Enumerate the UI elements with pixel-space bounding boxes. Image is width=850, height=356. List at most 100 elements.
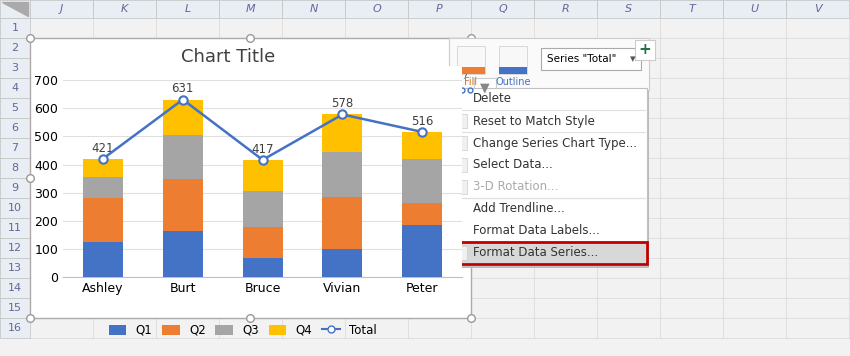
Bar — [453, 136, 467, 150]
Polygon shape — [2, 2, 28, 16]
Text: Series "Total": Series "Total" — [547, 54, 616, 64]
Bar — [0, 38, 30, 58]
Bar — [408, 0, 471, 18]
Bar — [457, 67, 485, 74]
Bar — [499, 46, 527, 74]
Bar — [83, 242, 123, 277]
Bar — [0, 78, 30, 98]
Text: ▼: ▼ — [480, 82, 490, 94]
Bar — [0, 218, 30, 238]
Text: 578: 578 — [332, 97, 354, 110]
Bar — [541, 48, 641, 70]
Bar — [83, 159, 123, 177]
Text: Format Data Series...: Format Data Series... — [473, 246, 598, 260]
Bar — [242, 192, 282, 227]
Bar — [635, 40, 655, 60]
Text: 2: 2 — [11, 43, 19, 53]
Bar — [723, 0, 786, 18]
Text: Add Trendline...: Add Trendline... — [473, 203, 564, 215]
Text: +: + — [638, 42, 651, 58]
Text: P: P — [436, 4, 443, 14]
Text: 3-D Rotation...: 3-D Rotation... — [473, 180, 558, 194]
Bar — [449, 242, 647, 264]
Bar — [322, 197, 362, 249]
Bar — [534, 0, 597, 18]
Text: T: T — [688, 4, 694, 14]
Bar — [156, 0, 219, 18]
Text: 14: 14 — [8, 283, 22, 293]
Text: Format Data Labels...: Format Data Labels... — [473, 225, 600, 237]
Bar — [0, 118, 30, 138]
Bar — [83, 177, 123, 199]
Bar — [242, 258, 282, 277]
Text: 421: 421 — [92, 141, 114, 155]
Bar — [322, 152, 362, 197]
Bar — [402, 203, 442, 225]
Bar — [30, 38, 471, 318]
Bar — [163, 100, 203, 135]
Text: 9: 9 — [11, 183, 19, 193]
Bar — [0, 318, 30, 338]
Bar — [322, 249, 362, 277]
Bar — [30, 0, 93, 18]
Bar — [0, 0, 30, 18]
Text: 8: 8 — [11, 163, 19, 173]
Text: Fill: Fill — [464, 77, 478, 87]
Bar — [0, 298, 30, 318]
Bar — [660, 0, 723, 18]
Bar — [474, 78, 496, 98]
Bar — [449, 88, 647, 266]
Text: L: L — [184, 4, 190, 14]
Text: J: J — [60, 4, 63, 14]
Bar — [597, 0, 660, 18]
Bar — [219, 0, 282, 18]
Text: 6: 6 — [12, 123, 19, 133]
Bar — [453, 158, 467, 172]
Text: 631: 631 — [172, 82, 194, 95]
Bar — [242, 160, 282, 192]
Bar — [282, 0, 345, 18]
Bar — [449, 38, 649, 90]
Text: Chart Title: Chart Title — [181, 48, 275, 66]
Text: 16: 16 — [8, 323, 22, 333]
Bar — [0, 278, 30, 298]
Bar — [471, 0, 534, 18]
Bar — [0, 258, 30, 278]
Legend: Q1, Q2, Q3, Q4, Total: Q1, Q2, Q3, Q4, Total — [104, 319, 382, 342]
Bar — [345, 0, 408, 18]
Text: 417: 417 — [252, 143, 274, 156]
Bar — [402, 159, 442, 203]
Text: 7: 7 — [11, 143, 19, 153]
Bar — [0, 18, 30, 38]
Text: 1: 1 — [12, 23, 19, 33]
Text: 10: 10 — [8, 203, 22, 213]
Bar — [0, 98, 30, 118]
Bar — [0, 238, 30, 258]
Text: 4: 4 — [11, 83, 19, 93]
Text: 15: 15 — [8, 303, 22, 313]
Bar — [0, 138, 30, 158]
Text: V: V — [813, 4, 821, 14]
Text: Reset to Match Style: Reset to Match Style — [473, 115, 595, 127]
Text: Change Series Chart Type...: Change Series Chart Type... — [473, 136, 637, 150]
Text: 516: 516 — [411, 115, 434, 128]
Text: 527: 527 — [450, 71, 468, 81]
Bar — [453, 114, 467, 128]
Bar — [457, 46, 485, 74]
Bar — [786, 0, 849, 18]
Bar — [0, 58, 30, 78]
Text: 11: 11 — [8, 223, 22, 233]
Bar — [453, 246, 467, 260]
Bar — [163, 231, 203, 277]
Text: 5: 5 — [12, 103, 19, 113]
Bar — [450, 243, 646, 263]
Bar — [0, 198, 30, 218]
Bar — [242, 227, 282, 258]
Bar — [0, 178, 30, 198]
Bar — [0, 158, 30, 178]
Bar — [163, 179, 203, 231]
Text: ▾: ▾ — [630, 54, 636, 64]
Bar — [453, 180, 467, 194]
Bar — [83, 199, 123, 242]
Text: S: S — [625, 4, 632, 14]
